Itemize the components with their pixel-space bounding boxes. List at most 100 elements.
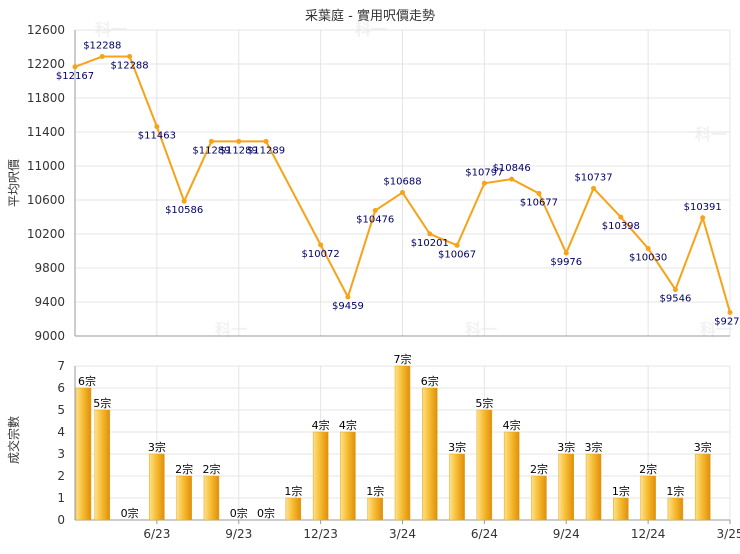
price-point bbox=[99, 54, 105, 60]
price-data-label: $10398 bbox=[602, 221, 640, 232]
price-data-label: $10737 bbox=[574, 172, 612, 183]
price-data-label: $12288 bbox=[110, 61, 148, 72]
x-tick-label: 9/23 bbox=[225, 527, 252, 541]
price-point bbox=[591, 185, 597, 191]
bar-data-label: 6宗 bbox=[78, 374, 96, 388]
bar-chart-ylabel: 成交宗數 bbox=[6, 416, 21, 464]
price-data-label: $10476 bbox=[356, 215, 394, 226]
bar-data-label: 2宗 bbox=[202, 462, 220, 476]
line-y-tick-label: 9400 bbox=[34, 295, 65, 309]
line-y-tick-label: 11400 bbox=[27, 125, 65, 139]
bar-y-tick-label: 3 bbox=[57, 447, 65, 461]
deal-count-bar bbox=[394, 365, 411, 521]
price-point bbox=[208, 138, 214, 144]
bar-data-label: 1宗 bbox=[284, 484, 302, 498]
deal-count-bar bbox=[422, 387, 438, 521]
price-data-label: $10677 bbox=[520, 197, 558, 208]
line-chart-panel: 9000 9400 9800 10200 10600 11000 11400 11800 122… bbox=[27, 23, 740, 343]
bar-data-label: 5宗 bbox=[475, 396, 493, 410]
bar-data-label: 2宗 bbox=[639, 462, 657, 476]
bar-data-label: 3宗 bbox=[557, 440, 575, 454]
bar-data-label: 0宗 bbox=[121, 506, 139, 520]
deal-count-bar bbox=[694, 453, 711, 521]
deal-count-bar bbox=[613, 497, 629, 521]
price-point bbox=[372, 208, 378, 214]
price-point bbox=[181, 198, 187, 204]
line-y-tick-label: 9000 bbox=[34, 329, 65, 343]
deal-count-bar bbox=[558, 453, 574, 521]
deal-count-bar bbox=[640, 475, 656, 521]
line-y-tick-label: 12200 bbox=[27, 57, 65, 71]
price-point bbox=[536, 190, 542, 196]
price-data-label: $10067 bbox=[438, 249, 476, 260]
price-point bbox=[72, 64, 78, 70]
price-point bbox=[563, 250, 569, 256]
bar-data-label: 4宗 bbox=[339, 418, 357, 432]
price-data-label: $11289 bbox=[247, 145, 285, 156]
price-point bbox=[481, 180, 487, 186]
price-data-label: $10797 bbox=[465, 167, 503, 178]
deal-count-bar bbox=[75, 387, 92, 521]
deal-count-bar bbox=[312, 431, 329, 521]
price-point bbox=[645, 245, 651, 251]
chart-title: 采葉庭 - 實用呎價走勢 bbox=[305, 8, 435, 24]
x-tick-label: 6/23 bbox=[143, 527, 170, 541]
bar-data-label: 3宗 bbox=[448, 440, 466, 454]
line-y-tick-label: 11000 bbox=[27, 159, 65, 173]
bar-y-tick-label: 7 bbox=[57, 359, 65, 373]
price-point bbox=[700, 215, 706, 221]
bar-data-label: 1宗 bbox=[366, 484, 384, 498]
x-tick-label: 3/24 bbox=[389, 527, 416, 541]
price-data-label: $12167 bbox=[56, 71, 94, 82]
price-point bbox=[672, 287, 678, 293]
bar-data-label: 0宗 bbox=[257, 506, 275, 520]
price-series-line bbox=[74, 55, 731, 313]
price-point bbox=[509, 176, 515, 182]
price-data-label: $9976 bbox=[550, 257, 582, 268]
bar-data-label: 3宗 bbox=[148, 440, 166, 454]
price-point bbox=[127, 54, 133, 60]
deal-count-bar bbox=[94, 409, 111, 521]
price-point bbox=[454, 242, 460, 248]
bar-y-tick-label: 5 bbox=[57, 403, 65, 417]
price-data-label: $12288 bbox=[83, 41, 121, 52]
watermark-text: 科一 bbox=[695, 125, 727, 144]
x-tick-label: 9/24 bbox=[553, 527, 580, 541]
bar-y-tick-label: 1 bbox=[57, 491, 65, 505]
price-data-label: $10688 bbox=[383, 177, 421, 188]
bar-data-label: 3宗 bbox=[694, 440, 712, 454]
price-data-label: $10391 bbox=[684, 202, 722, 213]
bar-data-label: 4宗 bbox=[312, 418, 330, 432]
deal-count-bar bbox=[176, 475, 192, 521]
x-tick-label: 3/25 bbox=[717, 527, 740, 541]
price-point bbox=[618, 214, 624, 220]
price-point bbox=[400, 190, 405, 196]
price-data-label: $9546 bbox=[660, 294, 692, 305]
bar-data-label: 3宗 bbox=[585, 440, 603, 454]
line-chart-ylabel: 平均呎價 bbox=[7, 159, 21, 207]
price-data-label: $10201 bbox=[411, 238, 449, 249]
bar-y-tick-label: 4 bbox=[57, 425, 65, 439]
bar-data-label: 2宗 bbox=[530, 462, 548, 476]
price-data-label: $9459 bbox=[332, 301, 364, 312]
deal-count-bar bbox=[367, 497, 383, 521]
deal-count-bar bbox=[503, 431, 520, 521]
bar-y-tick-label: 2 bbox=[57, 469, 65, 483]
price-point bbox=[727, 309, 733, 315]
x-tick-label: 12/24 bbox=[631, 527, 666, 541]
line-y-tick-label: 9800 bbox=[34, 261, 65, 275]
price-data-label: $10586 bbox=[165, 205, 203, 216]
price-data-label: $10846 bbox=[493, 163, 531, 174]
bar-y-tick-label: 6 bbox=[57, 381, 65, 395]
bar-data-label: 7宗 bbox=[394, 352, 412, 366]
deal-count-bar bbox=[149, 453, 165, 521]
bar-data-label: 1宗 bbox=[666, 484, 684, 498]
line-y-tick-label: 10200 bbox=[27, 227, 65, 241]
line-y-tick-label: 12600 bbox=[27, 23, 65, 37]
bar-y-tick-label: 0 bbox=[57, 513, 65, 527]
bar-data-label: 0宗 bbox=[230, 506, 248, 520]
price-data-label: $10030 bbox=[629, 252, 667, 263]
bar-data-label: 2宗 bbox=[175, 462, 193, 476]
bar-data-label: 5宗 bbox=[93, 396, 111, 410]
deal-count-bar bbox=[340, 431, 356, 521]
